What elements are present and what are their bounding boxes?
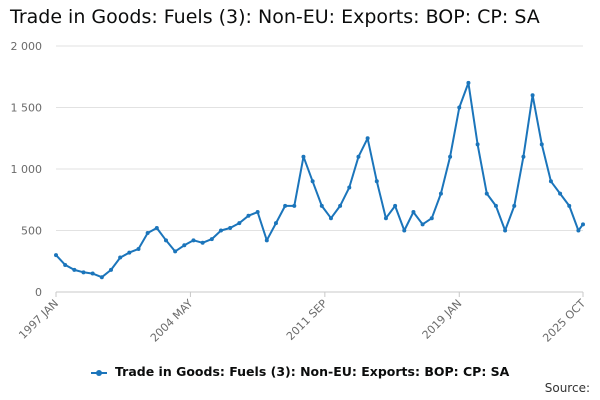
data-point[interactable] bbox=[54, 253, 58, 258]
data-point[interactable] bbox=[457, 105, 462, 110]
data-point[interactable] bbox=[108, 267, 113, 272]
data-point[interactable] bbox=[365, 136, 370, 141]
data-point[interactable] bbox=[99, 275, 104, 280]
y-tick-label: 0 bbox=[35, 286, 42, 299]
data-point[interactable] bbox=[292, 203, 297, 208]
data-point[interactable] bbox=[466, 80, 471, 85]
y-tick-label: 2 000 bbox=[11, 40, 43, 53]
data-point[interactable] bbox=[237, 221, 242, 226]
data-point[interactable] bbox=[567, 203, 572, 208]
data-point[interactable] bbox=[145, 230, 150, 235]
data-point[interactable] bbox=[81, 270, 86, 275]
data-point[interactable] bbox=[530, 93, 535, 98]
data-point[interactable] bbox=[338, 203, 343, 208]
data-point[interactable] bbox=[503, 228, 508, 233]
data-point[interactable] bbox=[383, 216, 388, 221]
x-tick-label: 1997 JAN bbox=[16, 297, 61, 342]
y-axis-ticks: 0 500 1 000 1 500 2 000 bbox=[11, 40, 43, 299]
x-tick-label: 2004 MAY bbox=[148, 297, 196, 345]
data-point[interactable] bbox=[548, 179, 553, 184]
data-point[interactable] bbox=[209, 237, 214, 242]
data-point[interactable] bbox=[356, 154, 361, 159]
data-point[interactable] bbox=[127, 250, 132, 255]
data-point[interactable] bbox=[393, 203, 398, 208]
data-point[interactable] bbox=[328, 216, 333, 221]
data-point[interactable] bbox=[255, 210, 260, 215]
series-line bbox=[55, 81, 584, 279]
data-point[interactable] bbox=[63, 262, 68, 267]
data-point[interactable] bbox=[182, 243, 187, 248]
data-point[interactable] bbox=[273, 221, 278, 226]
data-point[interactable] bbox=[484, 191, 489, 196]
data-point[interactable] bbox=[246, 213, 251, 218]
gridlines bbox=[56, 45, 583, 293]
legend-series-label: Trade in Goods: Fuels (3): Non-EU: Expor… bbox=[115, 364, 510, 379]
data-point[interactable] bbox=[283, 203, 288, 208]
x-tick-label: 2011 SEP bbox=[284, 297, 330, 343]
data-point[interactable] bbox=[402, 228, 407, 233]
data-point[interactable] bbox=[411, 210, 416, 215]
data-point[interactable] bbox=[438, 191, 443, 196]
data-point[interactable] bbox=[90, 271, 95, 276]
data-point[interactable] bbox=[228, 226, 233, 231]
x-tick-label: 2025 OCT bbox=[540, 297, 588, 345]
data-point[interactable] bbox=[475, 142, 480, 147]
data-point[interactable] bbox=[512, 203, 517, 208]
y-tick-label: 500 bbox=[21, 225, 42, 238]
data-point[interactable] bbox=[539, 142, 544, 147]
data-point[interactable] bbox=[347, 185, 352, 190]
data-point[interactable] bbox=[576, 228, 581, 233]
data-point[interactable] bbox=[136, 246, 141, 251]
data-point[interactable] bbox=[310, 179, 315, 184]
data-point[interactable] bbox=[493, 203, 498, 208]
data-point[interactable] bbox=[118, 255, 123, 260]
data-point[interactable] bbox=[72, 267, 77, 272]
series-layer bbox=[54, 80, 585, 280]
chart-title: Trade in Goods: Fuels (3): Non-EU: Expor… bbox=[10, 6, 540, 28]
data-point[interactable] bbox=[374, 179, 379, 184]
x-axis-ticks: 1997 JAN 2004 MAY 2011 SEP 2019 JAN 2025 OCT bbox=[16, 292, 588, 345]
data-point[interactable] bbox=[218, 228, 223, 233]
data-point[interactable] bbox=[581, 222, 585, 227]
source-label: Source: bbox=[544, 381, 590, 395]
data-point[interactable] bbox=[191, 238, 196, 243]
legend[interactable]: Trade in Goods: Fuels (3): Non-EU: Expor… bbox=[0, 364, 600, 379]
data-point[interactable] bbox=[173, 249, 178, 254]
data-point[interactable] bbox=[264, 238, 269, 243]
data-point[interactable] bbox=[301, 154, 306, 159]
data-point[interactable] bbox=[448, 154, 453, 159]
data-point[interactable] bbox=[420, 222, 425, 227]
data-point[interactable] bbox=[200, 240, 205, 245]
y-tick-label: 1 500 bbox=[11, 102, 43, 115]
data-point[interactable] bbox=[319, 203, 324, 208]
legend-line-marker-icon bbox=[90, 368, 107, 378]
data-point[interactable] bbox=[154, 226, 159, 231]
y-tick-label: 1 000 bbox=[11, 163, 43, 176]
data-point[interactable] bbox=[558, 191, 563, 196]
x-tick-label: 2019 JAN bbox=[420, 297, 465, 342]
data-point[interactable] bbox=[521, 154, 526, 159]
data-point[interactable] bbox=[429, 216, 434, 221]
data-point[interactable] bbox=[163, 238, 168, 243]
